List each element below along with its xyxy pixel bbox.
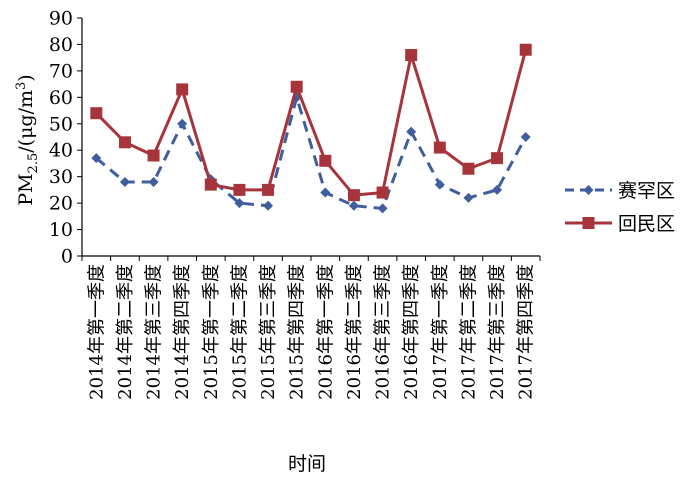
y-axis-title-main: PM (15, 173, 37, 205)
data-point (462, 162, 475, 175)
series-group (90, 43, 532, 214)
x-tick-label: 2016年第三季度 (373, 264, 394, 400)
y-tick-label: 50 (49, 113, 73, 135)
x-tick-label: 2014年第一季度 (86, 264, 107, 400)
data-point (177, 118, 188, 129)
x-axis-title: 时间 (288, 453, 326, 475)
y-tick-label: 10 (49, 219, 73, 241)
data-point (434, 179, 445, 190)
data-point (433, 141, 446, 154)
y-axis-title-end: ) (15, 74, 37, 81)
x-tick-label: 2016年第一季度 (315, 264, 336, 400)
x-tick-label: 2014年第二季度 (115, 264, 136, 400)
x-tick-label: 2017年第一季度 (430, 264, 451, 400)
data-point (263, 200, 274, 211)
legend-label: 回民区 (618, 213, 675, 235)
legend-label: 赛罕区 (618, 180, 675, 202)
data-point (406, 126, 417, 137)
axes (81, 18, 540, 257)
data-point (148, 176, 159, 187)
x-tick-label: 2015年第三季度 (258, 264, 279, 400)
y-tick-label: 90 (49, 8, 73, 30)
data-point (520, 132, 531, 142)
legend-marker (582, 217, 595, 229)
y-tick-label: 60 (49, 87, 73, 109)
y-tick-label: 70 (49, 60, 73, 82)
data-point (119, 176, 130, 187)
series-2 (90, 43, 532, 202)
series-line (95, 91, 528, 210)
data-point (147, 149, 160, 162)
x-tick-label: 2017年第三季度 (487, 264, 508, 400)
data-point (492, 184, 503, 195)
data-point (348, 200, 359, 211)
data-point (91, 153, 102, 164)
data-point (377, 203, 388, 214)
legend-item-2: 回民区 (565, 213, 675, 235)
y-axis-title-mid: /(μg/m (15, 90, 37, 153)
y-tick-label: 40 (49, 140, 73, 162)
x-tick-label: 2015年第一季度 (201, 264, 222, 400)
y-tick-label: 30 (49, 166, 73, 188)
x-tick-label: 2016年第四季度 (401, 264, 422, 400)
y-tick-label: 80 (49, 34, 73, 56)
data-point (90, 107, 103, 120)
x-tick-label: 2016年第二季度 (344, 264, 365, 400)
data-point (234, 198, 245, 209)
x-tick-label: 2017年第四季度 (516, 264, 537, 400)
series-line (95, 49, 528, 197)
data-point (519, 43, 532, 56)
y-axis-title: PM2.5/(μg/m3) (14, 74, 41, 205)
data-point (204, 178, 217, 191)
x-tick-label: 2017年第二季度 (458, 264, 479, 400)
legend-item-1: 赛罕区 (565, 180, 675, 202)
x-tick-label: 2014年第三季度 (144, 264, 165, 400)
x-tick-label: 2014年第四季度 (172, 264, 193, 400)
x-tick-label: 2015年第二季度 (229, 264, 250, 400)
data-point (376, 186, 389, 199)
y-axis-title-sup: 3 (14, 82, 29, 90)
data-point (347, 189, 360, 202)
y-axis-title-sub: 2.5 (26, 153, 41, 174)
data-point (233, 183, 246, 196)
data-point (491, 152, 504, 165)
y-tick-label: 20 (49, 193, 73, 215)
data-point (118, 136, 131, 149)
x-tick-label: 2015年第四季度 (287, 264, 308, 400)
data-point (320, 187, 331, 198)
data-point (319, 154, 332, 167)
data-point (176, 83, 189, 96)
legend-marker (583, 185, 594, 195)
data-point (262, 183, 275, 196)
x-axis-ticks: 2014年第一季度 2014年第二季度 2014年第三季度 2014年第四季度 2015… (81, 256, 541, 400)
data-point (405, 49, 418, 62)
y-axis-ticks: 0 10 20 30 40 50 60 70 80 90 (49, 8, 82, 268)
data-point (290, 80, 303, 93)
data-point (463, 192, 474, 203)
y-tick-label: 0 (61, 246, 73, 268)
